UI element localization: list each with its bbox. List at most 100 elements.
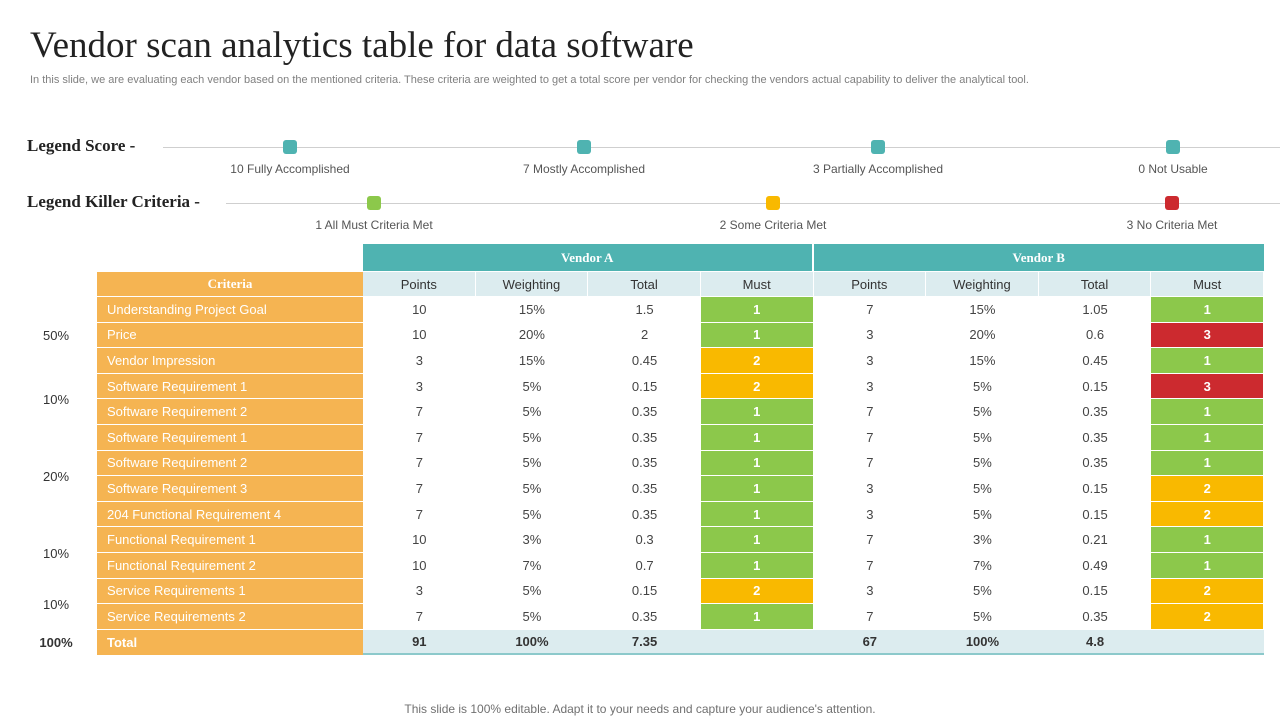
vendor-a-total-cell: 0.35 [588,423,701,450]
criteria-cell: Software Requirement 1 [97,423,363,450]
vendor-b-subheader-must: Must [1151,271,1264,296]
vendor-a-points-cell: 3 [363,347,476,373]
vendor-b-total-cell: 0.35 [1038,449,1152,476]
vendor-b-must-cell: 1 [1151,526,1264,552]
vendor-b-total-cell: 0.15 [1038,577,1152,604]
vendor-b-points-cell: 3 [813,500,927,527]
vendor-a-total-total: 7.35 [588,628,701,655]
criteria-cell: 204 Functional Requirement 4 [97,500,363,527]
vendor-a-points-cell: 3 [363,577,476,604]
vendor-b-total-weighting: 100% [926,628,1039,655]
vendor-a-weighting-cell: 15% [475,296,589,322]
footer-note: This slide is 100% editable. Adapt it to… [404,702,876,716]
vendor-a-weighting-cell: 5% [475,475,589,501]
vendor-a-subheader-must: Must [700,271,814,296]
vendor-a-weighting-cell: 7% [475,551,589,578]
criteria-cell: Functional Requirement 2 [97,551,363,578]
vendor-b-points-cell: 3 [813,321,927,348]
vendor-b-weighting-cell: 5% [926,423,1039,450]
vendor-a-weighting-cell: 20% [475,321,589,348]
vendor-b-points-cell: 3 [813,347,927,373]
vendor-a-total-cell: 0.15 [588,372,701,399]
legend-killer-dot-1 [367,196,381,210]
vendor-b-must-cell: 2 [1151,500,1264,527]
legend-killer-dot-3 [1165,196,1179,210]
group-weight-1: 50% [42,328,70,343]
vendor-b-total-cell: 1.05 [1038,296,1152,322]
vendor-b-points-cell: 7 [813,423,927,450]
vendor-a-points-cell: 10 [363,296,476,322]
vendor-a-subheader-total: Total [588,271,701,296]
vendor-b-points-cell: 7 [813,551,927,578]
vendor-a-subheader-points: Points [363,271,476,296]
vendor-b-total-cell: 0.35 [1038,603,1152,629]
vendor-b-points-cell: 7 [813,296,927,322]
vendor-b-must-cell: 1 [1151,551,1264,578]
legend-score-line [163,147,1280,148]
vendor-b-weighting-cell: 5% [926,475,1039,501]
legend-score-label: Legend Score - [27,136,136,155]
vendor-b-total-total: 4.8 [1038,628,1152,655]
vendor-a-must-cell: 2 [700,372,814,399]
vendor-a-total-cell: 0.35 [588,603,701,629]
vendor-b-total-cell: 0.49 [1038,551,1152,578]
vendor-a-must-cell: 1 [700,526,814,552]
vendor-b-must-cell: 3 [1151,321,1264,348]
vendor-b-must-cell: 3 [1151,372,1264,399]
vendor-a-subheader-weighting: Weighting [475,271,589,296]
group-weight-4: 10% [42,546,70,561]
vendor-a-weighting-cell: 5% [475,603,589,629]
page-title: Vendor scan analytics table for data sof… [30,25,694,66]
vendor-a-total-cell: 2 [588,321,701,348]
vendor-b-total-cell: 0.15 [1038,372,1152,399]
legend-killer-dot-2 [766,196,780,210]
vendor-a-weighting-cell: 5% [475,398,589,424]
page-subtitle: In this slide, we are evaluating each ve… [30,74,1029,86]
legend-killer-text-2: 2 Some Criteria Met [719,218,827,232]
vendor-b-points-cell: 3 [813,372,927,399]
criteria-cell: Vendor Impression [97,347,363,373]
vendor-b-must-cell: 2 [1151,603,1264,629]
vendor-b-weighting-cell: 15% [926,347,1039,373]
criteria-cell: Software Requirement 2 [97,449,363,476]
vendor-a-weighting-cell: 3% [475,526,589,552]
vendor-b-subheader-weighting: Weighting [926,271,1039,296]
criteria-cell: Service Requirements 2 [97,603,363,629]
legend-score-text-1: 10 Fully Accomplished [230,162,350,176]
vendor-a-must-cell: 2 [700,577,814,604]
vendor-b-total-cell: 0.21 [1038,526,1152,552]
legend-score-text-3: 3 Partially Accomplished [812,162,944,176]
vendor-a-points-cell: 7 [363,423,476,450]
legend-score-text-4: 0 Not Usable [1138,162,1208,176]
vendor-a-weighting-cell: 5% [475,449,589,476]
legend-score-text-2: 7 Mostly Accomplished [522,162,646,176]
group-weight-5: 10% [42,597,70,612]
legend-score-dot-2 [577,140,591,154]
vendor-a-weighting-cell: 5% [475,423,589,450]
vendor-a-total-cell: 0.35 [588,398,701,424]
vendor-b-total-cell: 0.6 [1038,321,1152,348]
vendor-a-total-points: 91 [363,628,476,655]
vendor-a-total-cell: 1.5 [588,296,701,322]
vendor-b-total-cell: 0.35 [1038,423,1152,450]
vendor-a-total-cell: 0.7 [588,551,701,578]
total-label: Total [97,628,363,655]
vendor-a-points-cell: 10 [363,551,476,578]
vendor-a-total-cell: 0.35 [588,449,701,476]
vendor-a-must-cell: 2 [700,347,814,373]
vendor-a-points-cell: 3 [363,372,476,399]
vendor-a-total-cell: 0.35 [588,475,701,501]
legend-killer-text-3: 3 No Criteria Met [1126,218,1218,232]
vendor-a-must-cell: 1 [700,551,814,578]
vendor-a-total-weighting: 100% [475,628,589,655]
legend-killer-text-1: 1 All Must Criteria Met [315,218,433,232]
vendor-b-subheader-total: Total [1038,271,1152,296]
criteria-cell: Software Requirement 3 [97,475,363,501]
vendor-a-must-cell: 1 [700,449,814,476]
legend-killer-line [226,203,1280,204]
vendor-b-points-cell: 7 [813,526,927,552]
vendor-b-subheader-points: Points [813,271,927,296]
criteria-cell: Software Requirement 1 [97,372,363,399]
vendor-a-must-cell: 1 [700,500,814,527]
vendor-b-weighting-cell: 5% [926,577,1039,604]
